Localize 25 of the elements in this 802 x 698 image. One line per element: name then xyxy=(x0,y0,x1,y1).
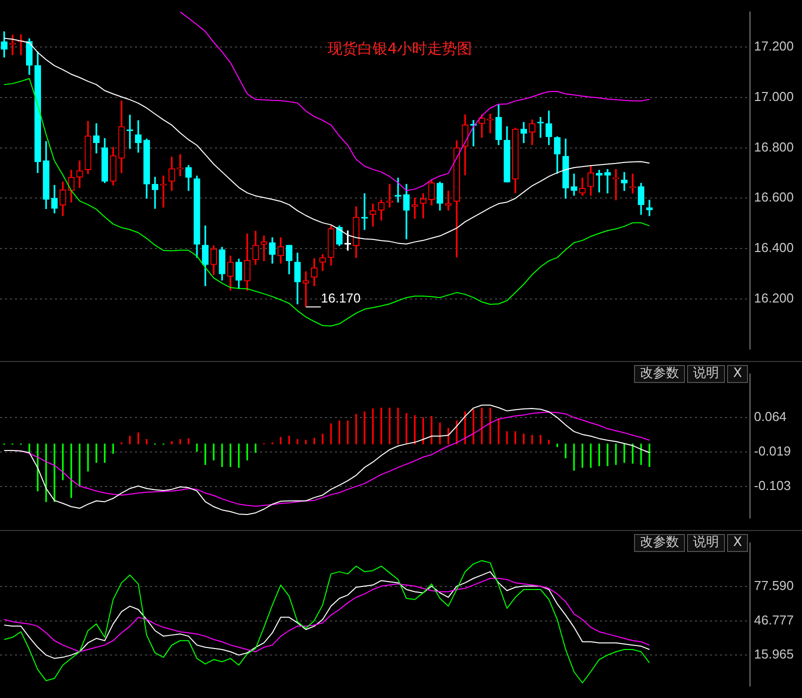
y-tick-label: 46.777 xyxy=(754,612,794,628)
candlestick xyxy=(646,200,653,216)
text: X xyxy=(727,534,748,552)
y-tick-label: 17.200 xyxy=(754,38,794,54)
candlestick xyxy=(260,236,268,262)
text: 说明 xyxy=(687,534,726,552)
candlestick xyxy=(604,169,611,194)
y-tick-label: 15.965 xyxy=(754,646,794,662)
y-tick-label: -0.019 xyxy=(754,443,791,458)
text: X xyxy=(727,365,748,383)
candlestick xyxy=(152,176,158,209)
candlestick xyxy=(570,174,578,196)
y-tick-label: 0.064 xyxy=(754,409,787,424)
y-tick-label: 17.000 xyxy=(754,88,794,104)
y-tick-label: 16.800 xyxy=(754,139,794,154)
annotation: 改参数 xyxy=(634,534,686,552)
y-tick-label: 16.200 xyxy=(754,290,794,306)
annotation: 改参数 xyxy=(634,365,686,383)
y-tick-label: -0.103 xyxy=(754,478,791,494)
annotation: 16.170 xyxy=(320,290,361,306)
text: 现货白银4小时走势图 xyxy=(327,40,472,58)
text: 说明 xyxy=(687,365,726,383)
y-tick-label: 16.400 xyxy=(754,240,794,256)
y-tick-label: 77.590 xyxy=(754,578,794,594)
y-tick-label: 16.600 xyxy=(754,190,794,205)
